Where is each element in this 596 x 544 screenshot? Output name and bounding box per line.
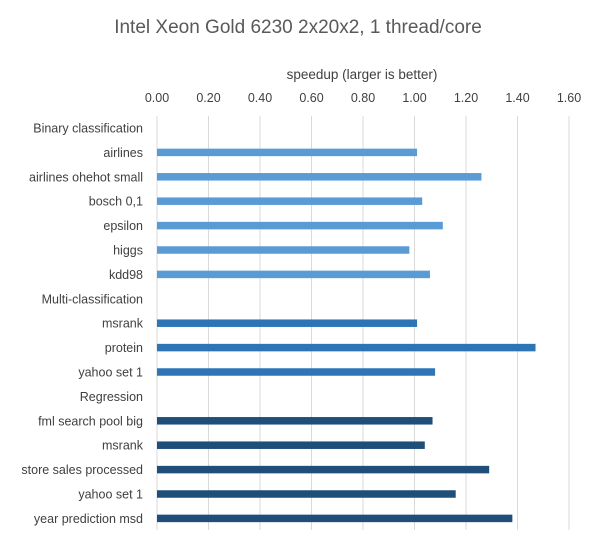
x-axis-ticks: 0.00 0.20 0.40 0.60 0.80 1.00 1.20 1.40 1.60 bbox=[145, 91, 581, 105]
bar bbox=[157, 270, 430, 279]
bar bbox=[157, 173, 482, 181]
group-header-label: Multi-classification bbox=[42, 292, 143, 306]
bar bbox=[157, 319, 418, 327]
group-header-label: Regression bbox=[80, 390, 143, 404]
bar bbox=[157, 368, 436, 376]
category-label: store sales processed bbox=[21, 463, 143, 477]
x-tick-label: 0.80 bbox=[351, 91, 375, 105]
x-axis-title: speedup (larger is better) bbox=[287, 67, 438, 82]
category-label: airlines ohehot small bbox=[29, 170, 143, 184]
bar bbox=[157, 465, 490, 474]
x-tick-label: 1.20 bbox=[454, 91, 478, 105]
category-label: protein bbox=[105, 341, 143, 355]
bars bbox=[157, 148, 536, 523]
category-labels: Binary classification airlines airlines oh… bbox=[21, 122, 143, 526]
x-tick-label: 1.40 bbox=[505, 91, 529, 105]
category-label: yahoo set 1 bbox=[78, 488, 143, 502]
category-label: yahoo set 1 bbox=[78, 366, 143, 380]
category-label: msrank bbox=[102, 439, 144, 453]
bar bbox=[157, 490, 456, 498]
category-label: bosch 0,1 bbox=[89, 195, 143, 209]
category-label: fml search pool big bbox=[38, 414, 143, 428]
bar bbox=[157, 246, 410, 254]
x-tick-label: 0.60 bbox=[299, 91, 323, 105]
category-label: airlines bbox=[103, 146, 143, 160]
category-label: epsilon bbox=[103, 219, 143, 233]
x-tick-label: 1.00 bbox=[402, 91, 426, 105]
group-header-label: Binary classification bbox=[33, 122, 143, 136]
category-label: year prediction msd bbox=[34, 512, 143, 526]
bar bbox=[157, 417, 433, 425]
category-label: msrank bbox=[102, 317, 144, 331]
x-tick-label: 0.40 bbox=[248, 91, 272, 105]
x-tick-label: 0.00 bbox=[145, 91, 169, 105]
bar bbox=[157, 197, 423, 205]
chart-title: Intel Xeon Gold 6230 2x20x2, 1 thread/co… bbox=[114, 17, 482, 38]
bar bbox=[157, 148, 418, 157]
x-tick-label: 0.20 bbox=[196, 91, 220, 105]
bar bbox=[157, 441, 425, 449]
bar bbox=[157, 221, 443, 230]
bar bbox=[157, 343, 536, 352]
category-label: higgs bbox=[113, 244, 143, 258]
category-label: kdd98 bbox=[109, 268, 143, 282]
x-tick-label: 1.60 bbox=[557, 91, 581, 105]
bar bbox=[157, 514, 513, 523]
